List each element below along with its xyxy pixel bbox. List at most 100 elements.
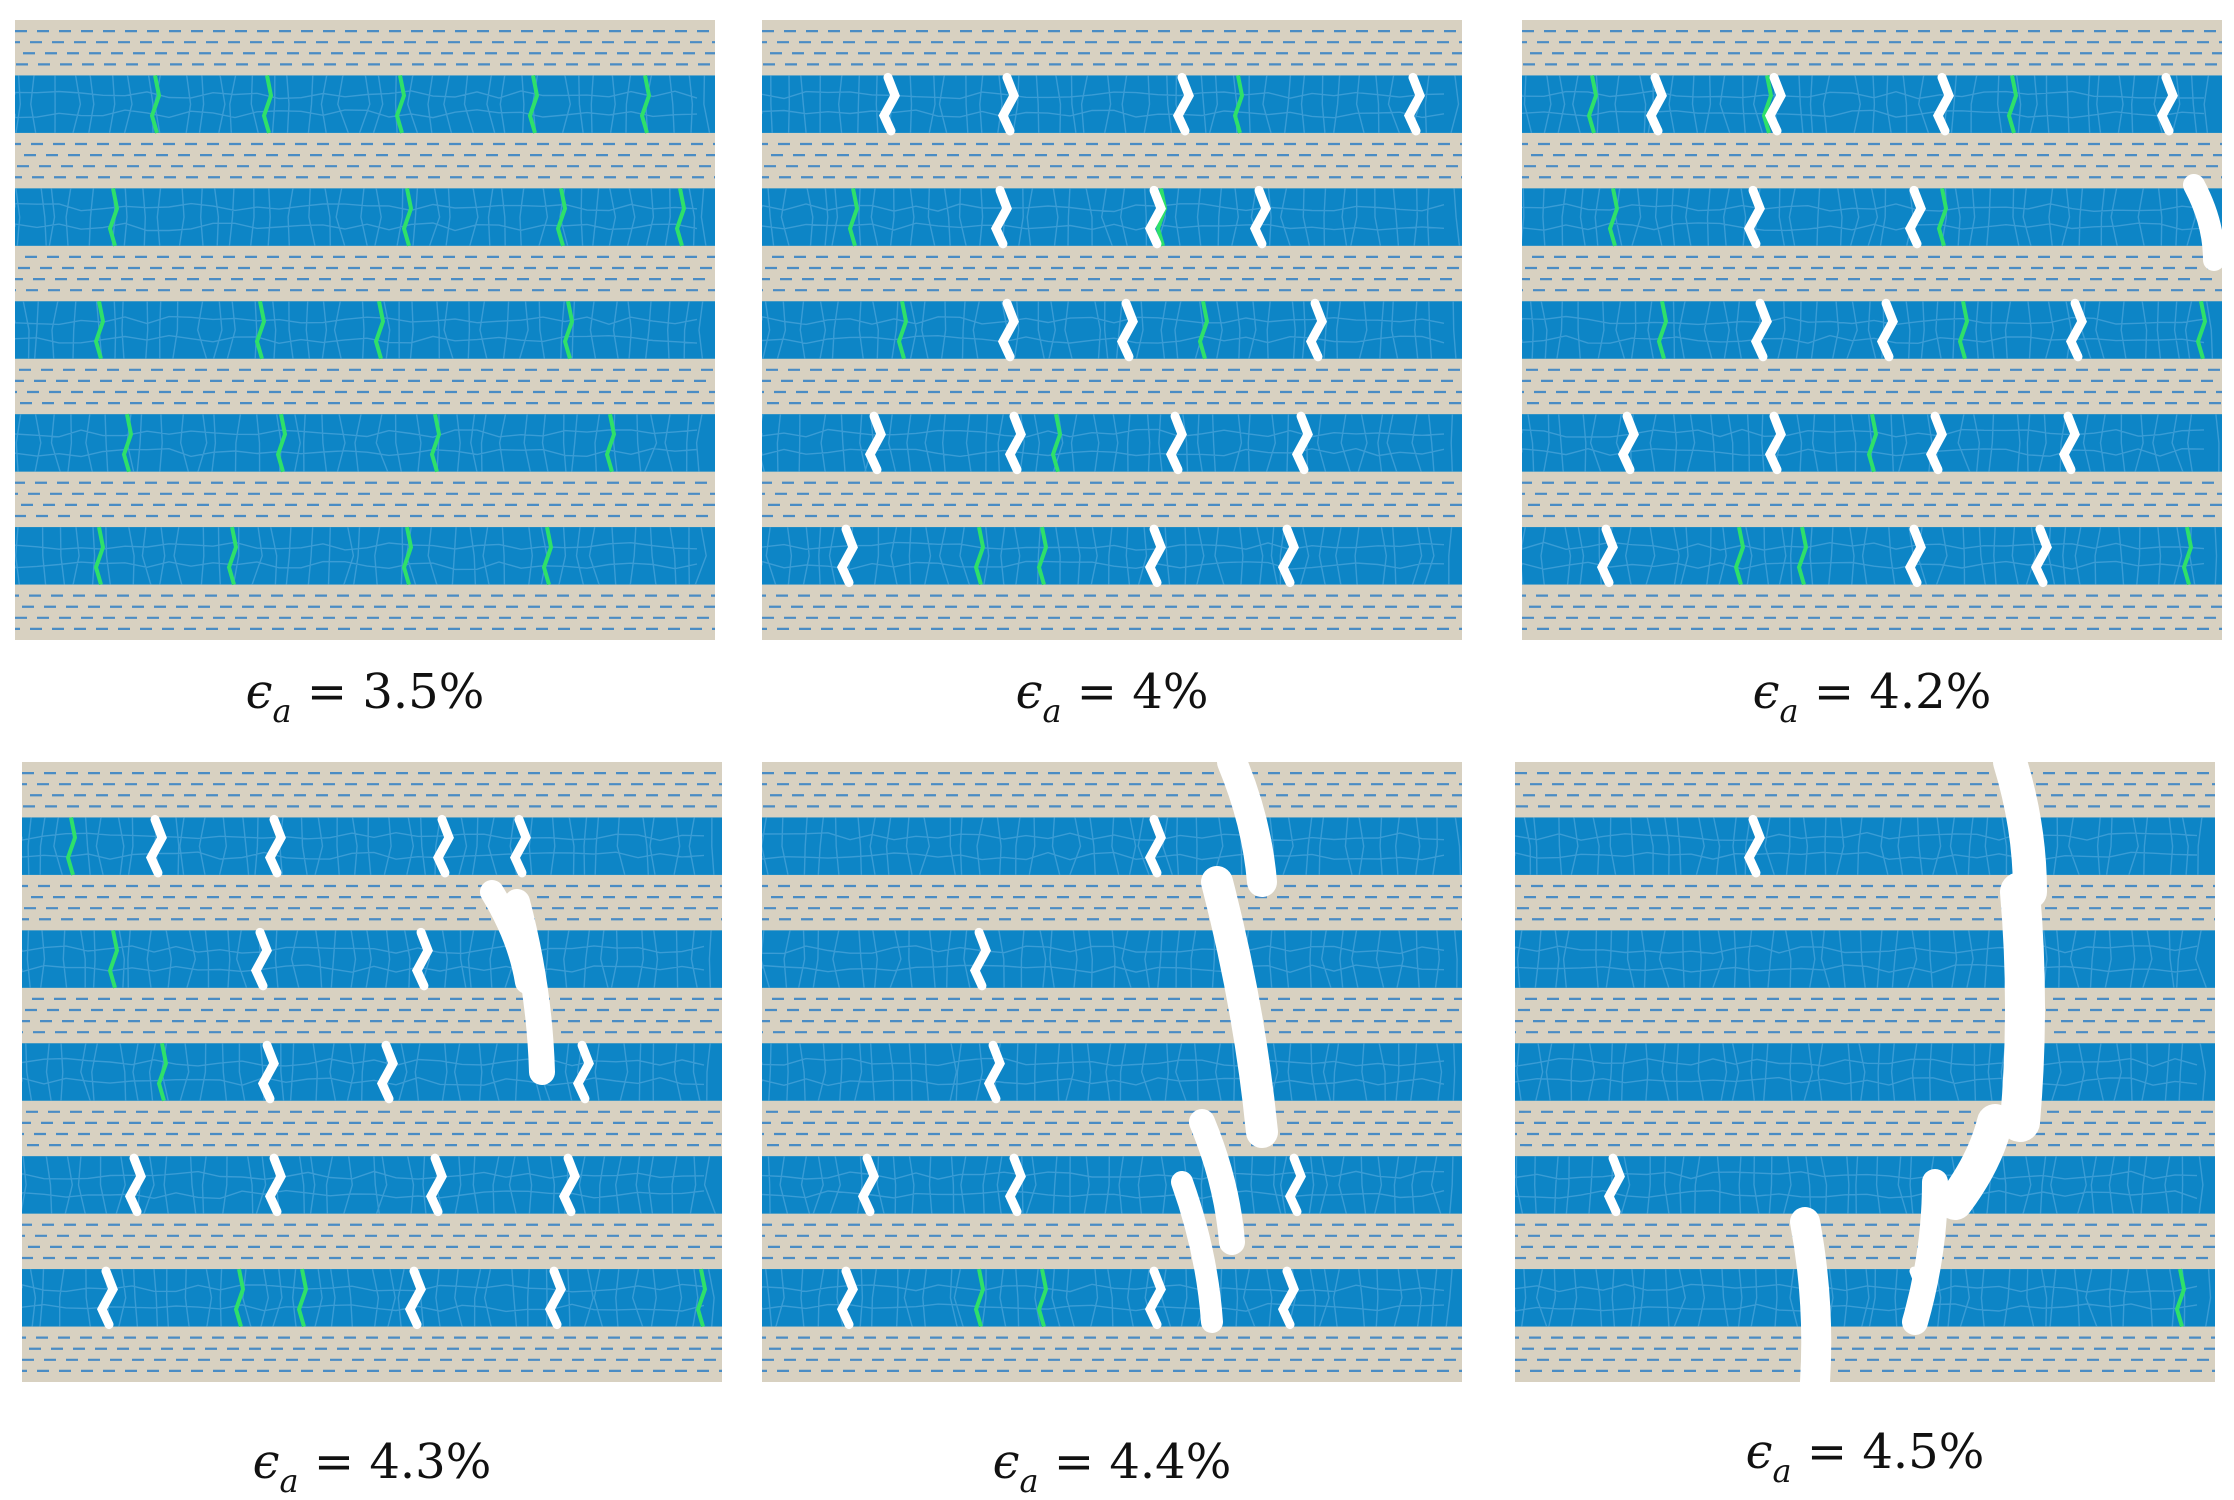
matrix-layer <box>1522 368 2222 405</box>
caption-1-equals: = <box>306 664 348 720</box>
matrix-layer <box>762 368 1462 405</box>
damage-crack <box>1866 413 1879 473</box>
matrix-layer <box>22 884 722 921</box>
major-fracture <box>1902 1169 1948 1335</box>
open-crack <box>990 185 1012 249</box>
matrix-layer <box>762 884 1462 921</box>
caption-4-equals: = <box>313 1434 355 1490</box>
damage-crack <box>1586 75 1599 134</box>
fiber-layer-fill <box>762 930 1462 988</box>
open-crack <box>857 1153 879 1217</box>
open-crack <box>1743 814 1765 878</box>
open-crack <box>1750 298 1772 362</box>
caption-5-value: 4.4% <box>1109 1434 1232 1490</box>
damage-crack <box>1761 75 1774 134</box>
open-crack <box>1004 1153 1026 1217</box>
caption-4-value: 4.3% <box>369 1434 492 1490</box>
open-crack <box>2058 411 2080 475</box>
fiber-layer <box>22 930 722 989</box>
fiber-layer <box>22 1043 722 1101</box>
damage-crack <box>233 1268 246 1328</box>
open-crack <box>1617 411 1639 475</box>
caption-2-symbol: ϵ <box>1015 664 1043 720</box>
damage-crack <box>973 1268 986 1328</box>
open-crack <box>376 1040 398 1104</box>
open-crack <box>1144 524 1166 588</box>
fiber-layer-fill <box>762 75 1462 133</box>
fiber-layer <box>762 1156 1462 1214</box>
damage-crack <box>1607 187 1620 247</box>
matrix-layer <box>762 997 1462 1034</box>
damage-crack <box>847 187 860 247</box>
fiber-layer-fill <box>762 301 1462 359</box>
matrix-layer <box>762 255 1462 292</box>
caption-4: ϵa = 4.3% <box>22 1438 722 1497</box>
fiber-layer <box>1515 1043 2215 1101</box>
fiber-layer-fill <box>15 527 715 585</box>
damage-crack <box>2195 300 2208 360</box>
major-fracture <box>1217 762 1277 897</box>
grain-boundaries <box>15 188 707 247</box>
open-crack <box>1925 411 1947 475</box>
fiber-layer-fill <box>15 75 715 133</box>
open-crack <box>1144 814 1166 878</box>
matrix-layer <box>22 1336 722 1373</box>
caption-1: ϵa = 3.5% <box>15 668 715 727</box>
damage-crack <box>429 413 442 473</box>
matrix-layer <box>15 594 715 631</box>
open-crack <box>1645 72 1667 136</box>
major-fracture <box>2183 174 2222 271</box>
open-crack <box>1291 411 1313 475</box>
open-crack <box>572 1040 594 1104</box>
fiber-layer-fill <box>22 817 722 875</box>
caption-5: ϵa = 4.4% <box>762 1438 1462 1497</box>
damage-crack <box>896 300 909 360</box>
open-crack <box>1764 72 1786 136</box>
grain-boundaries <box>762 526 1453 585</box>
damage-crack <box>1155 187 1168 247</box>
fiber-layer-fill <box>22 1269 722 1327</box>
panel-1 <box>15 20 715 640</box>
damage-crack <box>1796 526 1809 586</box>
damage-crack <box>1733 526 1746 586</box>
open-crack <box>404 1266 426 1330</box>
damage-crack <box>2174 1268 2187 1328</box>
fiber-layer <box>1522 188 2222 247</box>
open-crack <box>264 1153 286 1217</box>
open-crack <box>1596 524 1618 588</box>
caption-5-subscript: a <box>1019 1462 1039 1500</box>
panel-4 <box>22 762 722 1382</box>
damage-crack <box>93 526 106 586</box>
caption-5-equals: = <box>1053 1434 1095 1490</box>
caption-6: ϵa = 4.5% <box>1515 1428 2215 1487</box>
damage-crack <box>541 526 554 586</box>
fiber-layer <box>22 1268 722 1327</box>
open-crack <box>1277 1266 1299 1330</box>
matrix-layer <box>1522 142 2222 179</box>
fiber-layer <box>1522 526 2222 585</box>
damage-crack <box>373 300 386 360</box>
major-fracture <box>1790 1207 1832 1382</box>
matrix-layer <box>1522 594 2222 631</box>
fiber-layer-fill <box>22 1043 722 1101</box>
matrix-layer <box>15 29 715 66</box>
open-crack <box>96 1266 118 1330</box>
caption-3-symbol: ϵ <box>1752 664 1780 720</box>
open-crack <box>836 524 858 588</box>
open-crack <box>1284 1153 1306 1217</box>
damage-crack <box>401 187 414 247</box>
matrix-layer <box>762 481 1462 518</box>
caption-2: ϵa = 4% <box>762 668 1462 727</box>
fiber-layer <box>762 301 1462 359</box>
matrix-layer <box>15 142 715 179</box>
fiber-layer <box>762 75 1462 134</box>
damage-crack <box>973 526 986 586</box>
damage-crack <box>107 929 120 989</box>
caption-1-symbol: ϵ <box>245 664 273 720</box>
fiber-layer <box>762 1043 1462 1101</box>
open-crack <box>432 814 454 878</box>
damage-crack <box>261 75 274 134</box>
matrix-layer <box>762 771 1462 808</box>
grain-boundaries <box>762 1156 1454 1214</box>
open-crack <box>544 1266 566 1330</box>
